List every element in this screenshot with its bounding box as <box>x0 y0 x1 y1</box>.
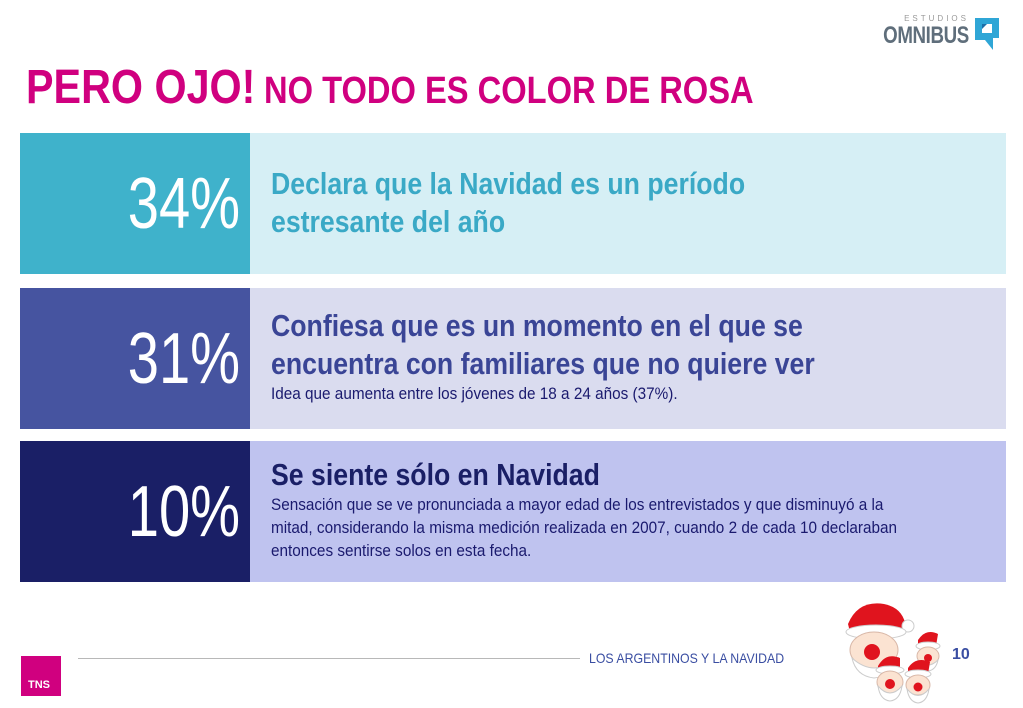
stat-percent: 10% <box>127 471 240 552</box>
stat-note-line: Sensación que se ve pronunciada a mayor … <box>271 495 884 514</box>
stat-text-cell: Se siente sólo en Navidad Sensación que … <box>250 441 1006 582</box>
stat-note-line: mitad, considerando la misma medición re… <box>271 518 898 537</box>
stat-note-line: entonces sentirse solos en esta fecha. <box>271 541 532 560</box>
tns-logo: TNS <box>21 656 61 696</box>
stat-percent: 31% <box>127 318 240 399</box>
page-title-main: PERO OJO! <box>26 61 256 114</box>
stat-headline-line: Se siente sólo en Navidad <box>271 457 600 492</box>
santa-face-small <box>904 660 932 704</box>
stat-headline: Confiesa que es un momento en el que se … <box>271 307 988 383</box>
page-number: 10 <box>952 646 970 663</box>
stat-headline-line: encuentra con familiares que no quiere v… <box>271 346 815 381</box>
stat-text-cell: Confiesa que es un momento en el que se … <box>250 288 1006 429</box>
stat-headline-line: estresante del año <box>271 204 506 239</box>
page-title-sub: NO TODO ES COLOR DE ROSA <box>263 70 754 112</box>
stat-headline-line: Declara que la Navidad es un período <box>271 166 746 201</box>
footer-title: LOS ARGENTINOS Y LA NAVIDAD <box>589 650 785 666</box>
stat-headline: Declara que la Navidad es un período est… <box>271 165 988 241</box>
stat-percent-cell: 10% <box>20 441 250 582</box>
santa-faces-illustration <box>845 603 941 704</box>
stat-row-stress: 34% Declara que la Navidad es un período… <box>20 133 1006 274</box>
logo-main-text: OMNIBUS <box>883 22 969 49</box>
tns-logo-text: TNS <box>28 679 50 691</box>
omnibus-logo: ESTUDIOS OMNIBUS <box>873 14 1003 54</box>
page-title: PERO OJO! NO TODO ES COLOR DE ROSA <box>26 60 754 115</box>
stat-note-line: Idea que aumenta entre los jóvenes de 18… <box>271 384 678 403</box>
stat-percent: 34% <box>127 163 240 244</box>
stat-row-family: 31% Confiesa que es un momento en el que… <box>20 288 1006 429</box>
stat-percent-cell: 31% <box>20 288 250 429</box>
stat-headline-line: Confiesa que es un momento en el que se <box>271 308 803 343</box>
stat-note: Sensación que se ve pronunciada a mayor … <box>271 493 989 562</box>
footer-divider <box>78 658 580 659</box>
stat-headline: Se siente sólo en Navidad <box>271 456 988 494</box>
logo-small-text: ESTUDIOS <box>904 14 969 23</box>
omnibus-logo-mark-icon <box>975 18 999 50</box>
stat-text-cell: Declara que la Navidad es un período est… <box>250 133 1006 274</box>
stat-row-alone: 10% Se siente sólo en Navidad Sensación … <box>20 441 1006 582</box>
santa-face-small <box>875 656 905 702</box>
stat-percent-cell: 34% <box>20 133 250 274</box>
stat-note: Idea que aumenta entre los jóvenes de 18… <box>271 382 989 405</box>
